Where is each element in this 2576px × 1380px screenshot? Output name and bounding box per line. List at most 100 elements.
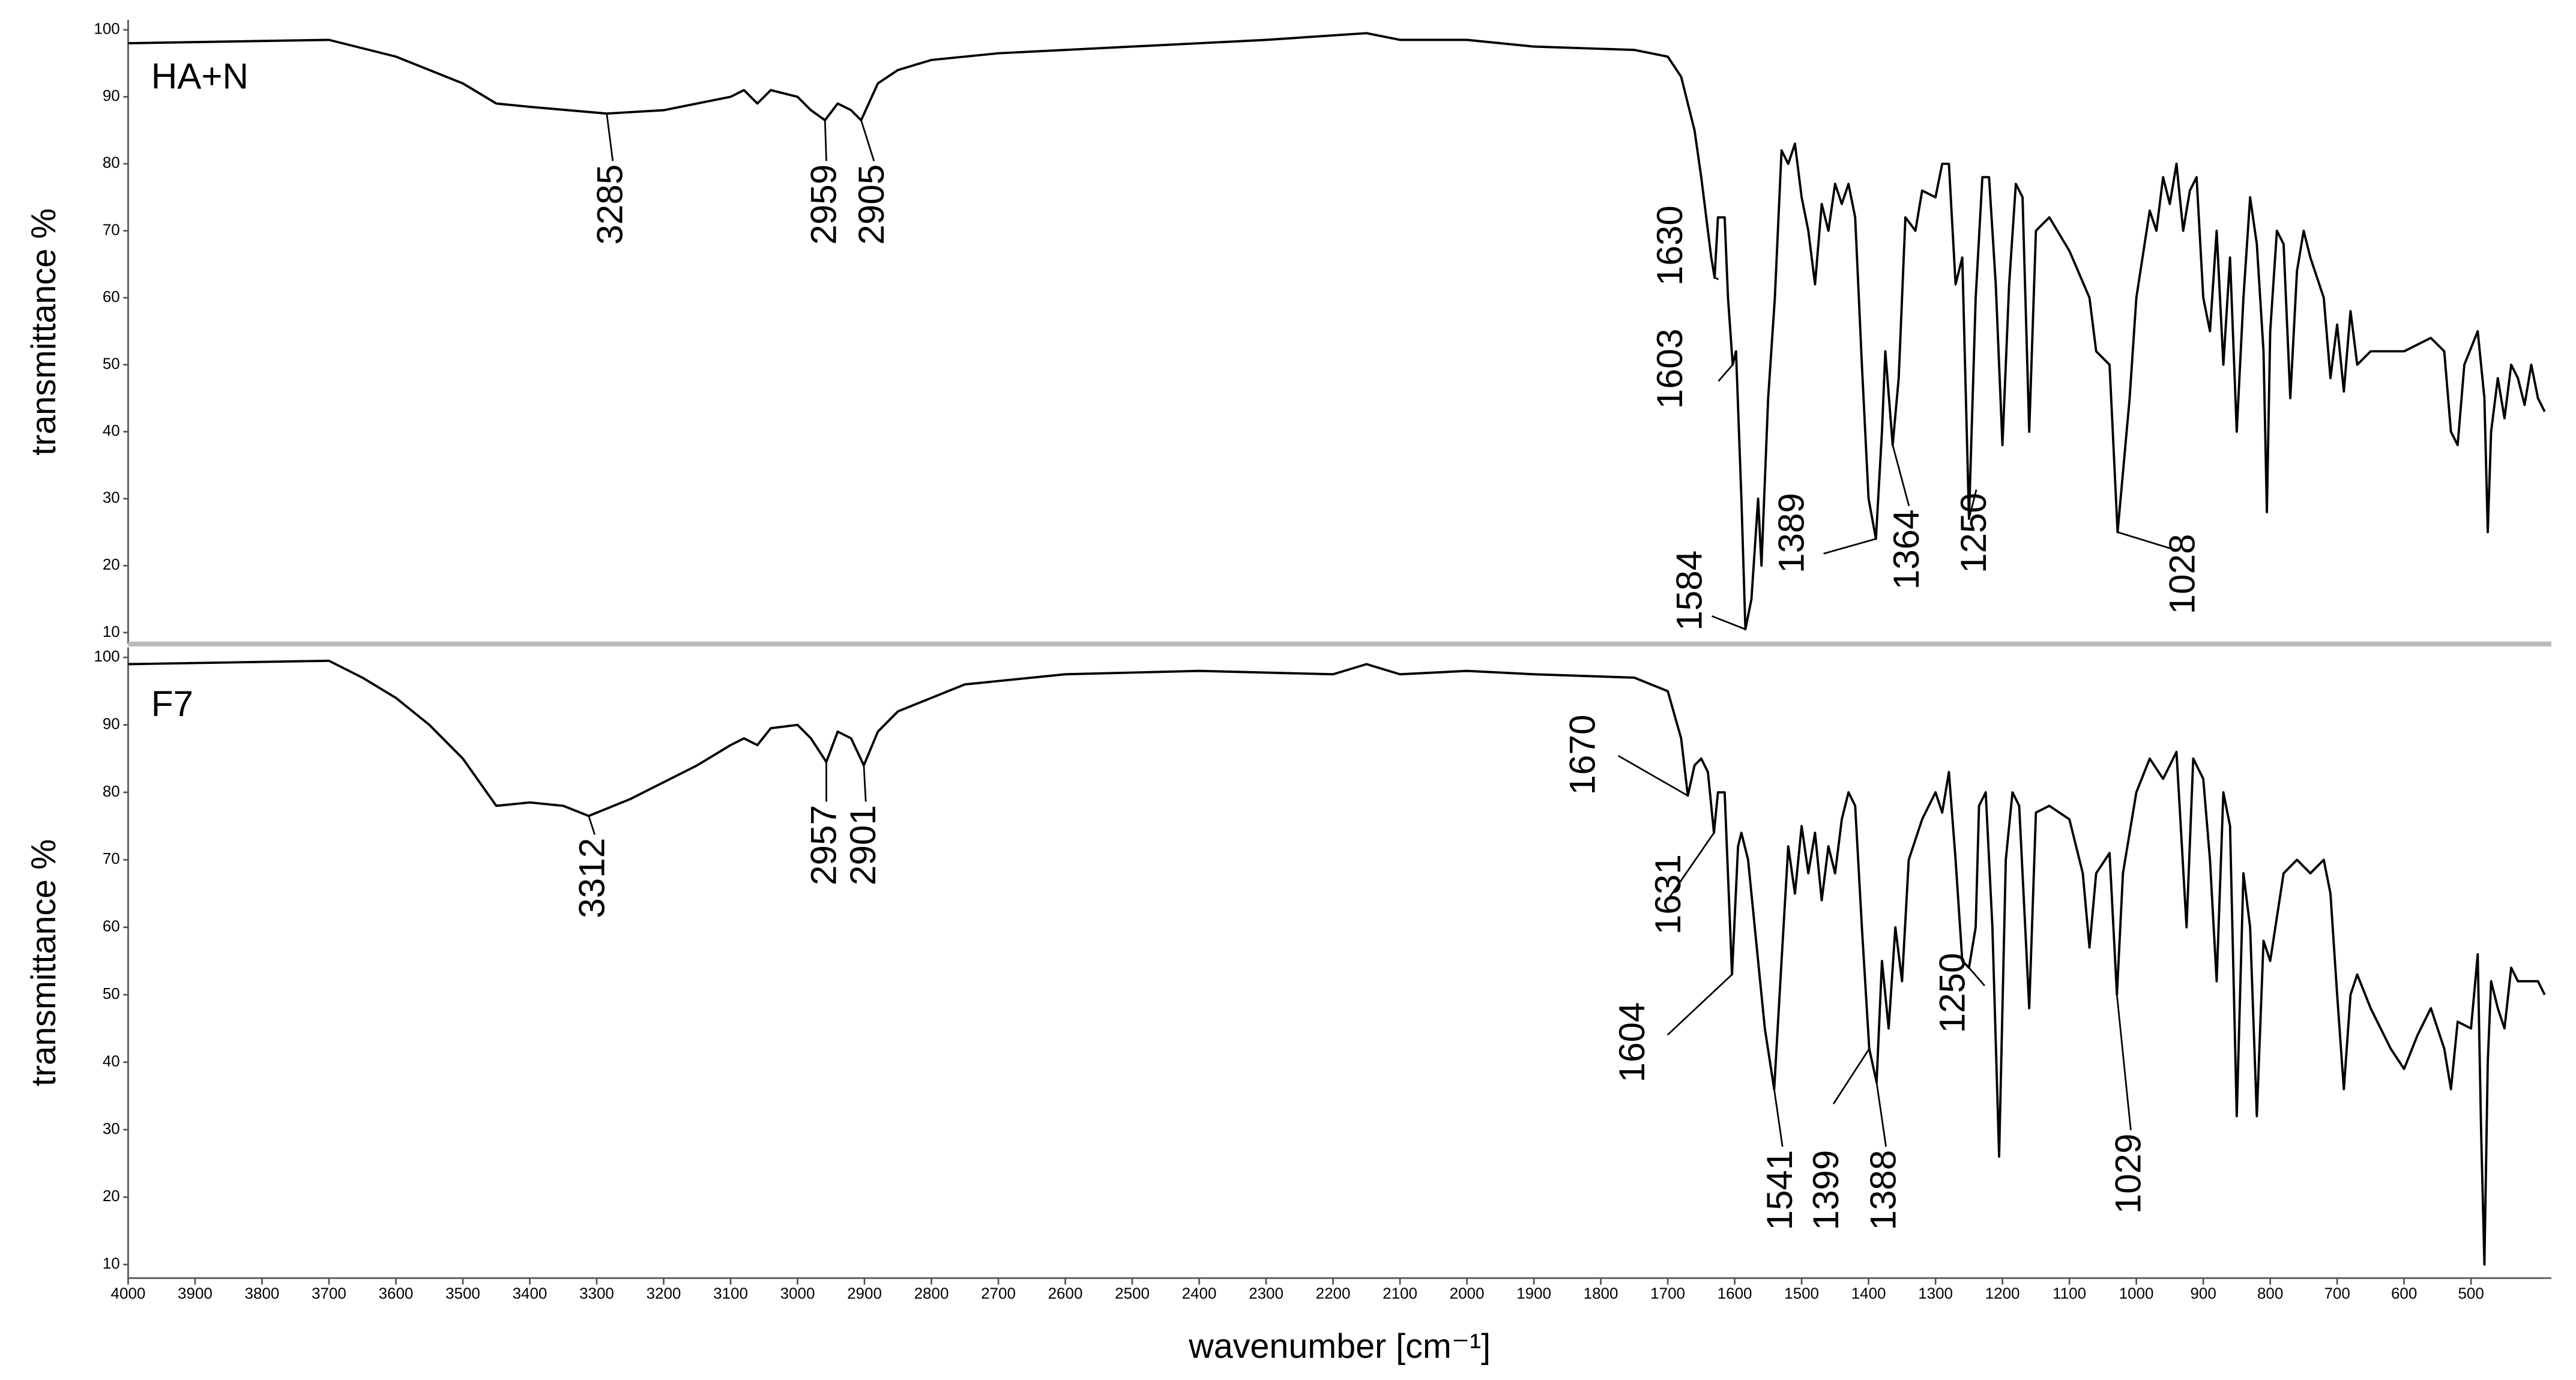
x-tick-label: 600 bbox=[2391, 1284, 2417, 1302]
y-axis-label: transmittance % bbox=[25, 839, 63, 1086]
x-tick-label: 2500 bbox=[1115, 1284, 1150, 1302]
x-tick-label: 1800 bbox=[1584, 1284, 1618, 1302]
peak-leader bbox=[588, 815, 596, 835]
peak-leader bbox=[2117, 531, 2177, 552]
y-tick-label: 80 bbox=[103, 782, 120, 800]
peak-leader bbox=[1773, 1089, 1784, 1147]
x-tick-label: 1200 bbox=[1985, 1284, 2020, 1302]
y-tick-label: 20 bbox=[103, 1187, 120, 1205]
peak-leader bbox=[1667, 974, 1733, 1036]
y-tick-label: 10 bbox=[103, 1255, 120, 1273]
x-tick-label: 2900 bbox=[847, 1284, 882, 1302]
peak-label: 1389 bbox=[1771, 493, 1811, 573]
y-tick-label: 80 bbox=[103, 154, 120, 172]
peak-label: 1388 bbox=[1863, 1150, 1904, 1231]
x-tick-label: 1600 bbox=[1718, 1284, 1752, 1302]
x-tick-label: 800 bbox=[2257, 1284, 2283, 1302]
y-tick-label: 30 bbox=[103, 489, 120, 507]
peak-leader bbox=[1892, 445, 1910, 507]
peak-leader bbox=[860, 119, 875, 161]
peak-leader bbox=[1875, 1082, 1887, 1147]
y-tick-label: 100 bbox=[94, 20, 119, 38]
peak-label: 2959 bbox=[803, 164, 843, 245]
peak-leader bbox=[1617, 755, 1689, 797]
spectrum-line bbox=[128, 32, 2546, 631]
x-tick-label: 4000 bbox=[111, 1284, 146, 1302]
y-tick-label: 60 bbox=[103, 288, 120, 306]
x-tick-label: 2200 bbox=[1316, 1284, 1351, 1302]
x-tick-label: 1100 bbox=[2053, 1284, 2086, 1302]
y-tick-label: 70 bbox=[103, 849, 120, 867]
x-tick-label: 2000 bbox=[1450, 1284, 1485, 1302]
peak-leader bbox=[824, 120, 827, 161]
x-tick-label: 1900 bbox=[1516, 1284, 1551, 1302]
peak-label: 1250 bbox=[1932, 953, 1972, 1033]
y-tick-label: 50 bbox=[103, 984, 120, 1002]
peak-label: 1029 bbox=[2108, 1133, 2148, 1214]
x-tick-label: 2400 bbox=[1182, 1284, 1217, 1302]
x-tick-label: 2800 bbox=[914, 1284, 949, 1302]
y-tick-label: 30 bbox=[103, 1119, 120, 1137]
x-tick-label: 500 bbox=[2458, 1284, 2484, 1302]
peak-leader bbox=[1832, 1048, 1870, 1104]
y-tick-label: 90 bbox=[103, 714, 120, 732]
y-tick-label: 40 bbox=[103, 421, 120, 439]
peak-leader bbox=[1968, 489, 1977, 519]
peak-label: 1250 bbox=[1953, 493, 1994, 573]
x-tick-label: 3500 bbox=[445, 1284, 480, 1302]
peak-leader bbox=[1714, 277, 1719, 280]
peak-label: 1631 bbox=[1648, 854, 1688, 935]
x-tick-label: 1500 bbox=[1784, 1284, 1819, 1302]
x-tick-label: 2700 bbox=[981, 1284, 1016, 1302]
x-axis-label: wavenumber [cm⁻¹] bbox=[1188, 1327, 1491, 1366]
x-tick-label: 900 bbox=[2190, 1284, 2216, 1302]
y-tick-label: 40 bbox=[103, 1052, 120, 1070]
panel-label: HA+N bbox=[151, 56, 249, 96]
x-tick-label: 1300 bbox=[1918, 1284, 1953, 1302]
x-tick-label: 3100 bbox=[713, 1284, 748, 1302]
y-tick-label: 90 bbox=[103, 86, 120, 104]
peak-label: 2905 bbox=[851, 164, 891, 245]
x-tick-label: 1000 bbox=[2119, 1284, 2154, 1302]
peak-leader bbox=[1968, 967, 1985, 986]
y-tick-label: 60 bbox=[103, 917, 120, 935]
peak-leader bbox=[863, 765, 867, 802]
peak-leader bbox=[2116, 995, 2132, 1131]
peak-label: 1399 bbox=[1806, 1150, 1846, 1231]
peak-label: 1364 bbox=[1886, 509, 1926, 589]
y-tick-label: 50 bbox=[103, 354, 120, 372]
peak-leader bbox=[606, 113, 614, 161]
y-axis-label: transmittance % bbox=[25, 208, 63, 456]
x-tick-label: 3800 bbox=[245, 1284, 280, 1302]
peak-label: 1584 bbox=[1670, 550, 1710, 631]
panel-label: F7 bbox=[151, 684, 193, 724]
x-tick-label: 3700 bbox=[312, 1284, 346, 1302]
peak-leader bbox=[1667, 832, 1715, 901]
y-tick-label: 20 bbox=[103, 555, 120, 573]
x-tick-label: 3600 bbox=[379, 1284, 414, 1302]
x-tick-label: 2300 bbox=[1249, 1284, 1283, 1302]
x-tick-label: 3000 bbox=[780, 1284, 815, 1302]
x-tick-label: 3400 bbox=[513, 1284, 547, 1302]
peak-label: 2957 bbox=[803, 805, 843, 885]
peak-label: 1630 bbox=[1650, 205, 1690, 286]
y-tick-label: 100 bbox=[94, 647, 119, 665]
peak-leader bbox=[1712, 615, 1746, 630]
y-tick-label: 10 bbox=[103, 622, 120, 640]
peak-label: 1541 bbox=[1760, 1150, 1800, 1231]
peak-leader bbox=[1718, 364, 1734, 382]
x-tick-label: 3200 bbox=[647, 1284, 681, 1302]
peak-label: 1670 bbox=[1563, 715, 1603, 795]
peak-label: 2901 bbox=[843, 805, 883, 885]
peak-label: 1604 bbox=[1612, 1002, 1652, 1082]
x-tick-label: 3900 bbox=[178, 1284, 213, 1302]
peak-label: 1603 bbox=[1650, 328, 1690, 409]
x-tick-label: 2600 bbox=[1048, 1284, 1083, 1302]
x-tick-label: 700 bbox=[2324, 1284, 2350, 1302]
y-tick-label: 70 bbox=[103, 220, 120, 238]
x-tick-label: 1700 bbox=[1650, 1284, 1685, 1302]
x-tick-label: 2100 bbox=[1383, 1284, 1417, 1302]
peak-leader bbox=[1823, 538, 1877, 555]
